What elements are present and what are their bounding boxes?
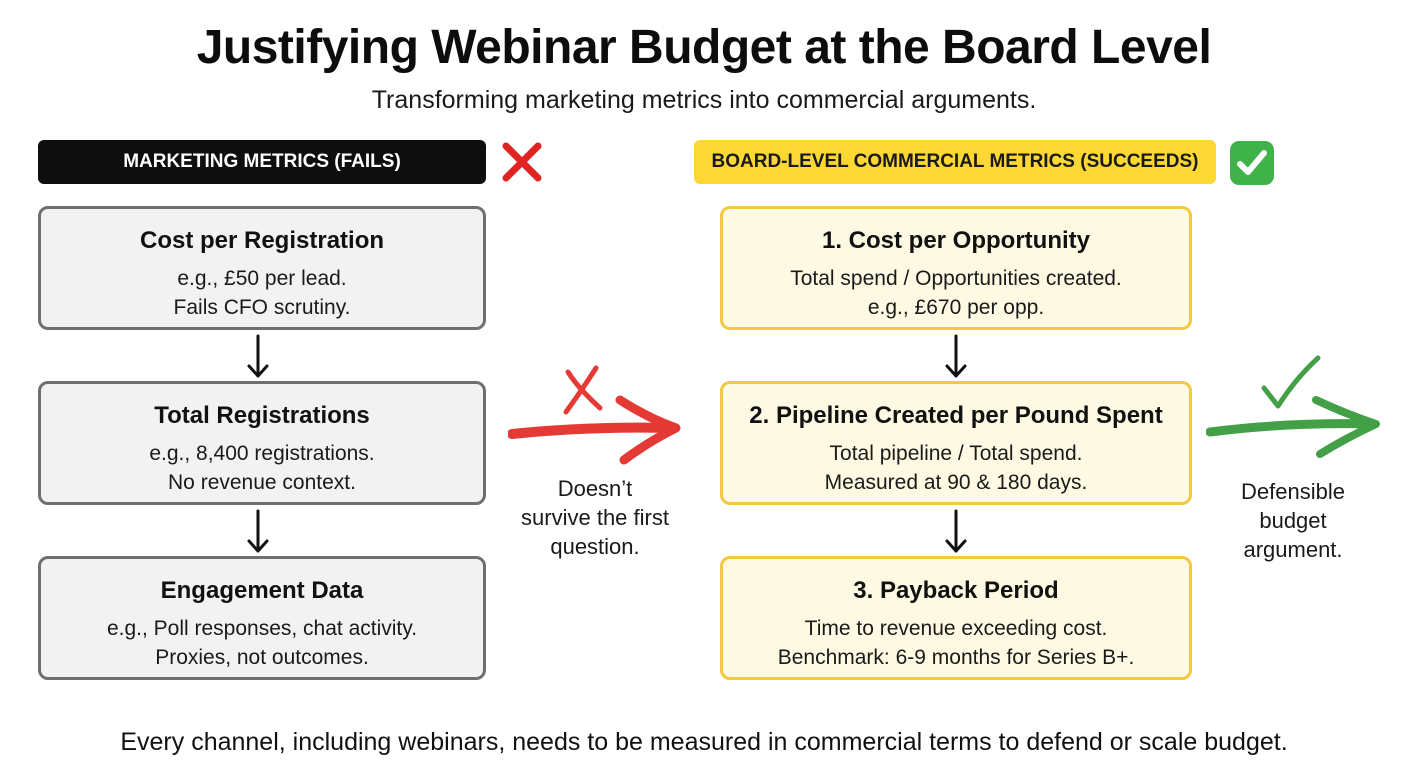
caption-line: budget bbox=[1259, 508, 1327, 533]
metric-box-total-registrations: Total Registrations e.g., 8,400 registra… bbox=[38, 381, 486, 505]
metric-title: 2. Pipeline Created per Pound Spent bbox=[749, 402, 1163, 429]
metric-line: Total spend / Opportunities created. bbox=[790, 267, 1122, 290]
metric-line: Time to revenue exceeding cost. bbox=[804, 617, 1108, 640]
metric-title: Cost per Registration bbox=[139, 227, 385, 254]
caption-line: question. bbox=[550, 534, 640, 559]
green-check-icon bbox=[1230, 141, 1274, 185]
metric-line: Fails CFO scrutiny. bbox=[173, 296, 351, 319]
metric-line: Measured at 90 & 180 days. bbox=[824, 471, 1088, 494]
caption-line: Doesn’t bbox=[557, 476, 633, 501]
success-caption: Defensible budget argument. bbox=[1208, 477, 1378, 564]
metric-box-cost-per-opportunity: 1. Cost per Opportunity Total spend / Op… bbox=[720, 206, 1192, 330]
red-cross-icon bbox=[502, 142, 542, 182]
metric-line: e.g., Poll responses, chat activity. bbox=[106, 617, 418, 640]
marketing-metrics-header: MARKETING METRICS (FAILS) bbox=[38, 140, 486, 184]
failed-transition-arrow-icon bbox=[508, 365, 681, 465]
metric-line: e.g., 8,400 registrations. bbox=[149, 442, 375, 465]
board-metrics-header: BOARD-LEVEL COMMERCIAL METRICS (SUCCEEDS… bbox=[694, 140, 1216, 184]
caption-line: Defensible bbox=[1241, 479, 1345, 504]
caption-line: argument. bbox=[1243, 537, 1343, 562]
caption-line: survive the first bbox=[521, 505, 669, 530]
down-arrow-icon bbox=[247, 509, 269, 553]
metric-title: Total Registrations bbox=[154, 402, 370, 429]
failure-caption: Doesn’t survive the first question. bbox=[500, 474, 690, 561]
metric-line: e.g., £50 per lead. bbox=[177, 267, 347, 290]
down-arrow-icon bbox=[945, 334, 967, 378]
footer-statement: Every channel, including webinars, needs… bbox=[120, 728, 1288, 756]
metric-line: Proxies, not outcomes. bbox=[155, 646, 369, 669]
metric-title: 1. Cost per Opportunity bbox=[821, 227, 1090, 254]
metric-line: Total pipeline / Total spend. bbox=[829, 442, 1083, 465]
metric-line: e.g., £670 per opp. bbox=[867, 296, 1045, 319]
down-arrow-icon bbox=[945, 509, 967, 553]
metric-box-pipeline-per-pound: 2. Pipeline Created per Pound Spent Tota… bbox=[720, 381, 1192, 505]
page-title: Justifying Webinar Budget at the Board L… bbox=[196, 21, 1212, 74]
metric-line: Benchmark: 6-9 months for Series B+. bbox=[777, 646, 1135, 669]
down-arrow-icon bbox=[247, 334, 269, 378]
metric-box-engagement-data: Engagement Data e.g., Poll responses, ch… bbox=[38, 556, 486, 680]
success-transition-arrow-icon bbox=[1206, 355, 1380, 458]
page-subtitle: Transforming marketing metrics into comm… bbox=[371, 86, 1037, 114]
metric-title: 3. Payback Period bbox=[853, 577, 1059, 604]
metric-box-payback-period: 3. Payback Period Time to revenue exceed… bbox=[720, 556, 1192, 680]
metric-line: No revenue context. bbox=[168, 471, 356, 494]
metric-box-cost-per-registration: Cost per Registration e.g., £50 per lead… bbox=[38, 206, 486, 330]
metric-title: Engagement Data bbox=[160, 577, 364, 604]
